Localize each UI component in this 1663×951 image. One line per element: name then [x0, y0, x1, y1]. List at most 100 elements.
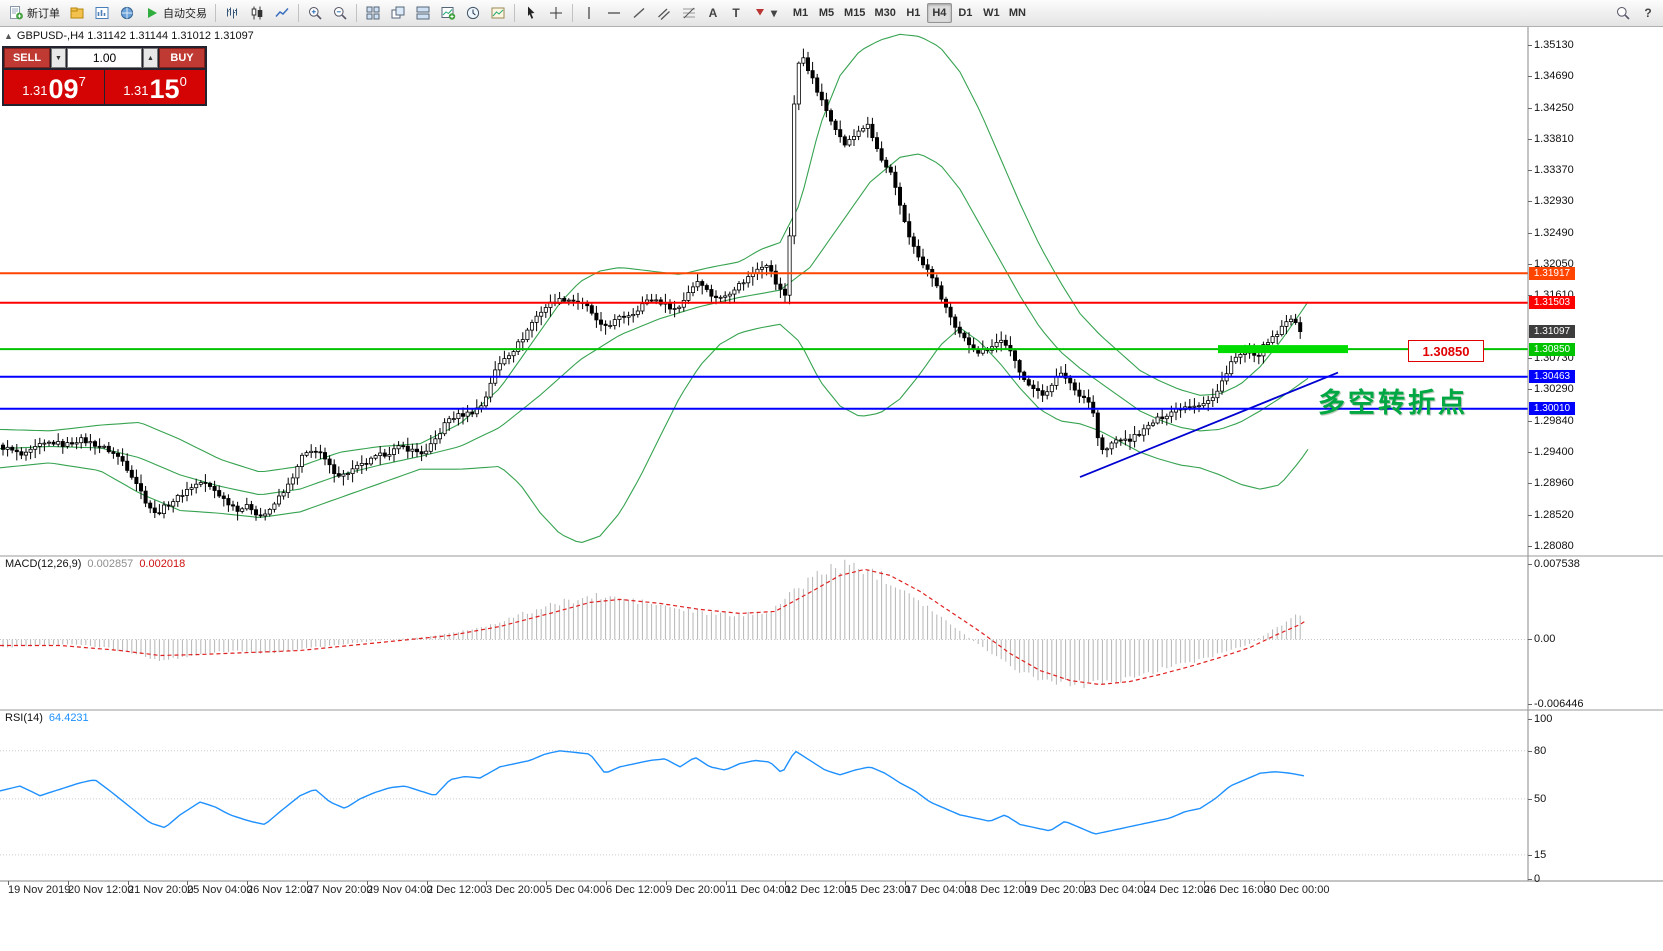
timeframe-mn-button[interactable]: MN — [1005, 3, 1030, 23]
trade-controls-row: SELL ▼ ▲ BUY — [4, 48, 205, 68]
level-price-badge[interactable]: 1.31503 — [1529, 296, 1575, 309]
buy-button[interactable]: BUY — [159, 48, 205, 68]
bar-chart-icon — [95, 7, 109, 19]
support-zone-bar[interactable] — [1218, 345, 1348, 354]
timeframe-w1-button[interactable]: W1 — [979, 3, 1004, 23]
autotrading-button[interactable]: 自动交易 — [140, 2, 211, 24]
price-scale-label: 1.29840 — [1534, 415, 1574, 427]
price-quote-row: 1.31 09 7 1.31 15 0 — [4, 70, 205, 104]
macd-scale-tick — [1528, 704, 1532, 705]
level-price-badge[interactable]: 1.30850 — [1529, 343, 1575, 356]
time-axis-label: 24 Dec 12:00 — [1144, 884, 1210, 896]
level-price-badge[interactable]: 1.30010 — [1529, 402, 1575, 415]
clock-icon — [466, 6, 480, 20]
search-icon — [1617, 7, 1630, 20]
crosshair-icon — [550, 7, 562, 19]
timeframe-toolbar: M1 M5 M15 M30 H1 H4 D1 W1 MN — [788, 3, 1030, 23]
time-axis-tick — [247, 881, 248, 885]
price-scale-tick — [1528, 546, 1532, 547]
crosshair-button[interactable] — [544, 2, 568, 24]
new-order-button[interactable]: 新订单 — [4, 2, 64, 24]
fibonacci-icon — [683, 7, 695, 19]
time-axis-label: 3 Dec 20:00 — [486, 884, 546, 896]
time-axis-label: 26 Dec 16:00 — [1204, 884, 1270, 896]
time-axis-label: 19 Dec 20:00 — [1025, 884, 1091, 896]
toolbar-separator — [572, 4, 573, 22]
volume-down-button[interactable]: ▼ — [51, 48, 66, 68]
level-price-badge[interactable]: 1.31917 — [1529, 267, 1575, 280]
play-icon — [148, 8, 157, 18]
level-price-badge[interactable]: 1.30463 — [1529, 370, 1575, 383]
dropdown-caret-icon: ▾ — [771, 6, 778, 20]
new-order-label: 新订单 — [27, 8, 60, 20]
arrows-tool-icon — [756, 9, 764, 16]
help-button[interactable]: ? — [1637, 2, 1659, 24]
toolbar-separator — [298, 4, 299, 22]
price-scale-label: 1.33370 — [1534, 164, 1574, 176]
volume-up-button[interactable]: ▲ — [143, 48, 158, 68]
time-axis-tick — [785, 881, 786, 885]
macd-histogram — [2, 559, 1301, 689]
bars-chart-type-button[interactable] — [220, 2, 244, 24]
time-axis-tick — [427, 881, 428, 885]
channel-tool-button[interactable] — [652, 2, 676, 24]
new-chart-button[interactable] — [436, 2, 460, 24]
price-scale-label: 1.28080 — [1534, 540, 1574, 552]
price-scale-tick — [1528, 139, 1532, 140]
candlestick-series — [0, 48, 1303, 521]
toolbar-separator — [514, 4, 515, 22]
period-button[interactable] — [461, 2, 485, 24]
vertical-line-tool-button[interactable] — [577, 2, 601, 24]
sell-price-quote[interactable]: 1.31 09 7 — [4, 70, 104, 104]
navigator-button[interactable] — [115, 2, 139, 24]
timeframe-d1-button[interactable]: D1 — [953, 3, 978, 23]
text-tool-button[interactable]: A — [702, 2, 724, 24]
timeframe-m30-button[interactable]: M30 — [870, 3, 899, 23]
time-axis-label: 29 Nov 04:00 — [367, 884, 433, 896]
price-scale-label: 1.34690 — [1534, 70, 1574, 82]
buy-price-quote[interactable]: 1.31 15 0 — [105, 70, 205, 104]
rsi-scale-label: 0 — [1534, 873, 1541, 885]
sell-button[interactable]: SELL — [4, 48, 50, 68]
timeframe-m15-button[interactable]: M15 — [840, 3, 869, 23]
zoom-out-button[interactable] — [328, 2, 352, 24]
turning-point-annotation[interactable]: 多空转折点 — [1318, 388, 1468, 418]
time-axis-label: 25 Nov 04:00 — [187, 884, 253, 896]
label-tool-icon: T — [732, 6, 740, 20]
charts-window-button[interactable] — [90, 2, 114, 24]
cascade-windows-button[interactable] — [386, 2, 410, 24]
profiles-button[interactable] — [65, 2, 89, 24]
sell-price-sup: 7 — [78, 74, 86, 89]
trendline-object[interactable] — [1079, 371, 1339, 478]
zoom-in-button[interactable] — [303, 2, 327, 24]
timeframe-m1-button[interactable]: M1 — [788, 3, 813, 23]
timeframe-h4-button[interactable]: H4 — [926, 3, 952, 23]
timeframe-h1-button[interactable]: H1 — [901, 3, 926, 23]
fibonacci-tool-button[interactable] — [677, 2, 701, 24]
level-price-label[interactable]: 1.30850 — [1408, 340, 1484, 362]
candlestick-icon — [251, 6, 263, 20]
macd-value-2: 0.002018 — [139, 558, 186, 570]
label-tool-button[interactable]: T — [725, 2, 747, 24]
trendline-tool-button[interactable] — [627, 2, 651, 24]
timeframe-m5-button[interactable]: M5 — [814, 3, 839, 23]
search-button[interactable] — [1611, 2, 1635, 24]
arrows-tool-button[interactable]: ▾ — [748, 2, 781, 24]
line-chart-type-button[interactable] — [270, 2, 294, 24]
template-button[interactable] — [486, 2, 510, 24]
price-scale-tick — [1528, 483, 1532, 484]
volume-input[interactable] — [67, 48, 142, 68]
panel-collapse-icon[interactable]: ▲ — [4, 31, 13, 41]
tile-windows-button[interactable] — [361, 2, 385, 24]
cursor-button[interactable] — [519, 2, 543, 24]
tile-horizontal-button[interactable] — [411, 2, 435, 24]
rsi-scale-tick — [1528, 799, 1532, 800]
horizontal-line-tool-button[interactable] — [602, 2, 626, 24]
time-axis-tick — [68, 881, 69, 885]
folder-icon — [70, 7, 84, 19]
time-axis-tick — [965, 881, 966, 885]
candles-chart-type-button[interactable] — [245, 2, 269, 24]
